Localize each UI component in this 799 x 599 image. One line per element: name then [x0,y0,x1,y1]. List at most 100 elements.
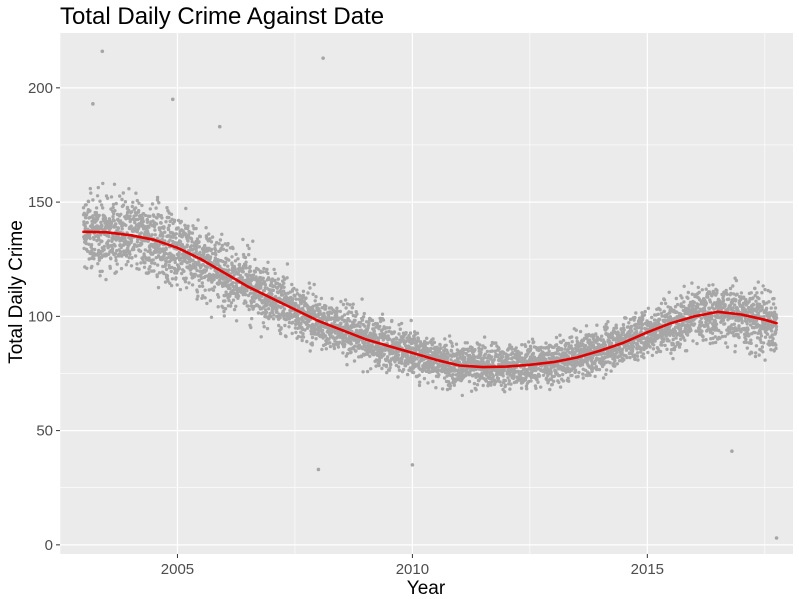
data-point [175,271,179,275]
data-point [397,368,402,372]
data-point [218,238,223,242]
data-point [455,348,460,352]
data-point [573,368,578,372]
data-point [211,288,216,292]
data-point [575,336,579,340]
data-point [590,368,594,373]
data-point [195,290,200,294]
data-point [232,273,236,278]
data-point [601,376,606,380]
data-point [530,337,535,341]
data-point [92,257,96,261]
data-point [145,217,149,222]
data-point [227,258,231,262]
data-point [397,332,401,336]
data-point [683,327,687,331]
data-point [501,374,505,378]
data-point [148,207,152,211]
data-point [124,263,128,267]
data-point [158,247,162,251]
data-point [660,314,664,318]
data-point [641,322,645,326]
data-point [98,274,102,278]
data-point [584,324,589,328]
chart-title: Total Daily Crime Against Date [60,3,384,30]
data-point [208,299,213,303]
data-point [354,349,358,353]
data-point [440,387,445,391]
data-point [278,331,283,336]
data-point [138,249,143,253]
data-point [401,354,406,358]
data-point [642,313,647,317]
data-point [662,309,666,314]
data-point [563,347,567,351]
data-point [335,309,340,313]
data-point [341,302,346,307]
data-point [186,233,191,237]
data-point [152,269,156,273]
data-point [112,219,116,223]
data-point [249,325,253,330]
data-point [199,276,204,280]
data-point [667,290,671,294]
data-point [282,285,286,289]
data-point [314,337,318,341]
data-point [160,237,164,242]
data-point [127,250,132,254]
data-point [692,300,696,305]
data-point [301,289,306,293]
data-point [691,339,695,343]
data-point [310,343,314,347]
data-point [625,355,629,360]
data-point [169,283,174,288]
data-point [506,376,510,380]
data-point [169,212,174,216]
data-point [432,340,437,345]
scatter-points [81,49,779,540]
data-point [466,349,471,353]
data-point [267,277,271,281]
data-point [184,206,188,211]
data-point [635,354,640,358]
data-point [83,224,88,229]
data-point [365,369,370,374]
data-point [717,328,721,333]
data-point [385,326,389,330]
data-point [423,344,427,348]
data-point [283,292,288,296]
data-point [507,379,511,383]
data-point [505,359,509,364]
data-point [451,372,455,377]
data-point [221,247,226,251]
data-point [396,375,400,379]
data-point [721,318,725,323]
data-point [157,201,161,205]
data-point [153,228,157,232]
data-point [640,311,644,315]
data-point [253,270,258,274]
data-point [226,241,230,246]
data-point [128,252,132,256]
data-point [278,316,282,320]
data-point [353,344,357,348]
data-point [388,337,392,341]
data-point [425,336,429,340]
data-point [450,344,455,348]
data-point [285,262,290,266]
data-point [426,381,430,385]
data-point [196,294,200,298]
data-point [229,301,234,305]
data-point [361,370,365,374]
data-point [398,344,402,348]
data-point [320,328,325,333]
grid [59,33,793,554]
data-point [147,225,151,229]
data-point [544,341,548,345]
data-point [259,286,263,290]
data-point [720,334,725,339]
data-point [271,288,276,292]
data-point [633,315,637,320]
data-point [374,333,378,337]
